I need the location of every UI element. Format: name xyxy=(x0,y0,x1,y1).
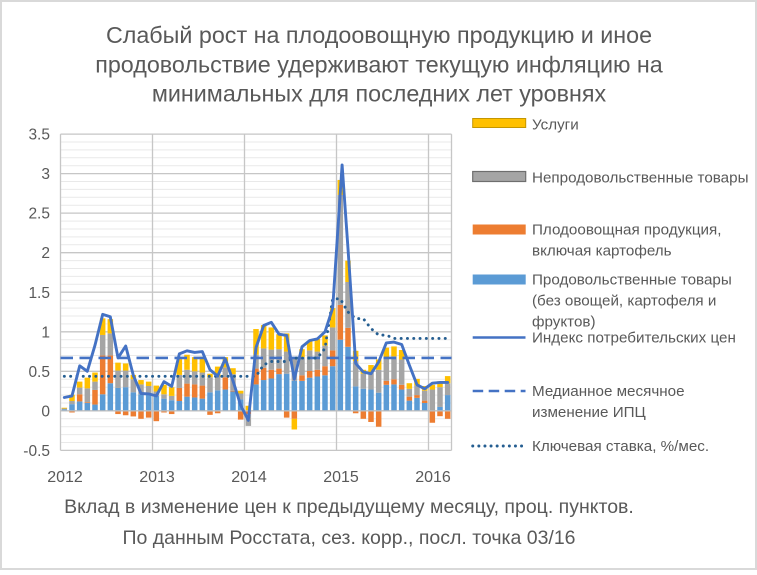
svg-text:Вклад в изменение цен к преды: Вклад в изменение цен к предыдущему меся… xyxy=(64,496,634,518)
svg-text:продовольствие удерживают теку: продовольствие удерживают текущую инфляц… xyxy=(95,51,663,77)
svg-text:Непродовольственные товары: Непродовольственные товары xyxy=(532,170,748,187)
svg-text:2013: 2013 xyxy=(139,469,175,486)
svg-text:Слабый рост на плодоовощную пр: Слабый рост на плодоовощную продукцию и … xyxy=(106,22,652,48)
svg-text:Индекс потребительских цен: Индекс потребительских цен xyxy=(532,330,736,347)
svg-text:включая картофель: включая картофель xyxy=(532,243,672,260)
svg-text:2014: 2014 xyxy=(231,469,267,486)
svg-text:Плодоовощная продукция,: Плодоовощная продукция, xyxy=(532,222,721,239)
svg-text:1.5: 1.5 xyxy=(28,285,50,302)
svg-text:Медианное месячное: Медианное месячное xyxy=(532,383,685,400)
svg-text:2012: 2012 xyxy=(47,469,83,486)
svg-text:3: 3 xyxy=(41,166,50,183)
svg-text:0: 0 xyxy=(41,403,50,420)
svg-text:(без овощей, картофеля и: (без овощей, картофеля и xyxy=(532,293,716,310)
svg-text:изменение ИПЦ: изменение ИПЦ xyxy=(532,404,646,421)
svg-text:-0.5: -0.5 xyxy=(23,443,50,460)
svg-text:Продовольственные товары: Продовольственные товары xyxy=(532,272,732,289)
svg-text:фруктов): фруктов) xyxy=(532,314,596,331)
svg-text:1: 1 xyxy=(41,324,50,341)
svg-text:2: 2 xyxy=(41,245,50,262)
svg-text:2016: 2016 xyxy=(415,469,451,486)
svg-text:По данным Росстата, сез. корр.: По данным Росстата, сез. корр., посл. то… xyxy=(122,527,575,549)
svg-text:2015: 2015 xyxy=(323,469,359,486)
svg-text:минимальных для последних лет: минимальных для последних лет уровнях xyxy=(152,81,607,107)
svg-text:2.5: 2.5 xyxy=(28,206,50,223)
svg-text:Услуги: Услуги xyxy=(532,117,579,134)
svg-text:Ключевая ставка, %/мес.: Ключевая ставка, %/мес. xyxy=(532,438,709,455)
svg-text:0.5: 0.5 xyxy=(28,364,50,381)
svg-text:3.5: 3.5 xyxy=(28,127,50,144)
